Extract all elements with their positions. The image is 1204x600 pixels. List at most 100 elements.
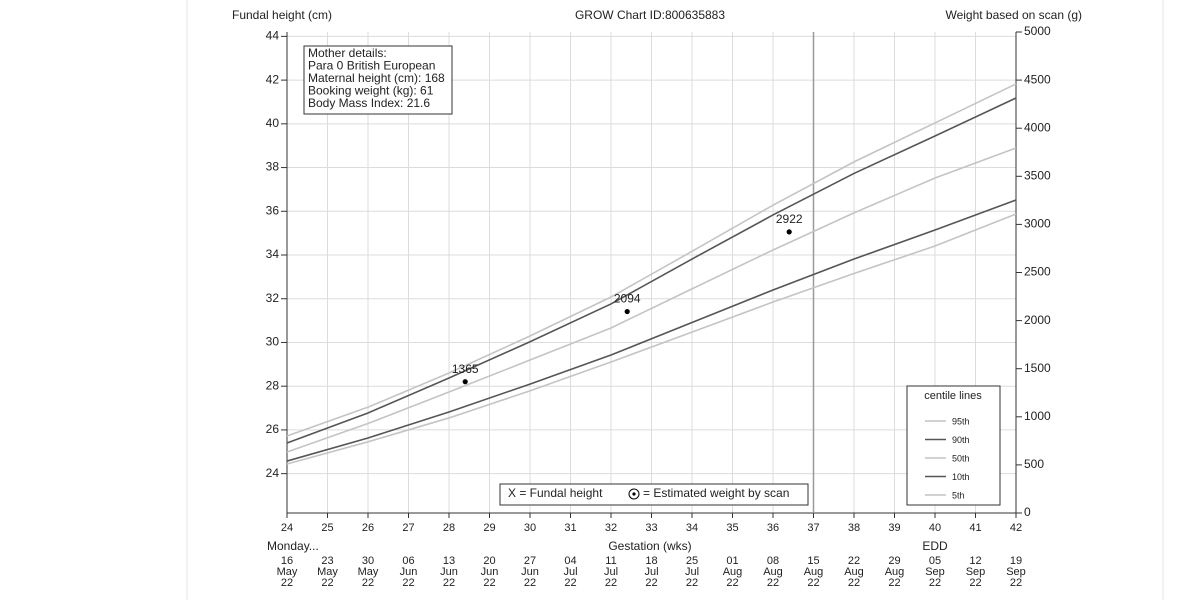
y2-tick-label: 2000 bbox=[1024, 313, 1051, 327]
centile-line bbox=[286, 97, 1017, 444]
legend-label: 95th bbox=[952, 416, 970, 426]
date-label: 22 bbox=[645, 577, 657, 589]
date-label: Jul bbox=[644, 566, 658, 578]
date-label: 12 bbox=[969, 555, 981, 567]
date-label: 19 bbox=[1010, 555, 1022, 567]
y-tick-label: 32 bbox=[266, 291, 280, 305]
y-tick-label: 36 bbox=[266, 203, 280, 217]
legend-label: 10th bbox=[952, 472, 970, 482]
scan-legend: = Estimated weight by scan bbox=[643, 486, 789, 500]
y-tick-label: 24 bbox=[266, 466, 280, 480]
x-tick-label: 33 bbox=[645, 522, 657, 534]
y2-tick-label: 4000 bbox=[1024, 120, 1051, 134]
date-label: 22 bbox=[321, 577, 333, 589]
y2-tick-label: 1500 bbox=[1024, 361, 1051, 375]
y-tick-label: 30 bbox=[266, 335, 280, 349]
legend-label: 90th bbox=[952, 435, 970, 445]
date-label: 22 bbox=[848, 555, 860, 567]
centile-line bbox=[286, 199, 1017, 462]
x-tick-label: 36 bbox=[767, 522, 779, 534]
legend-box bbox=[906, 385, 1001, 506]
centile-line bbox=[286, 83, 1017, 437]
date-label: 29 bbox=[888, 555, 900, 567]
mother-detail: Body Mass Index: 21.6 bbox=[308, 96, 430, 110]
date-label: 22 bbox=[969, 577, 981, 589]
scan-symbol bbox=[628, 488, 640, 500]
date-label: 22 bbox=[281, 577, 293, 589]
date-label: Jul bbox=[604, 566, 618, 578]
date-label: 04 bbox=[564, 555, 576, 567]
date-label: Aug bbox=[885, 566, 905, 578]
edd-label: EDD bbox=[922, 539, 948, 553]
date-label: Sep bbox=[966, 566, 986, 578]
mother-detail: Booking weight (kg): 61 bbox=[308, 84, 434, 98]
date-label: 22 bbox=[807, 577, 819, 589]
date-label: May bbox=[277, 566, 298, 578]
date-label: 13 bbox=[443, 555, 455, 567]
x-tick-label: 24 bbox=[281, 522, 293, 534]
date-label: 22 bbox=[362, 577, 374, 589]
date-label: 22 bbox=[888, 577, 900, 589]
scan-symbol bbox=[632, 492, 636, 496]
y-tick-label: 34 bbox=[266, 247, 280, 261]
x-tick-label: 25 bbox=[321, 522, 333, 534]
date-label: 16 bbox=[281, 555, 293, 567]
date-label: May bbox=[358, 566, 379, 578]
date-label: Aug bbox=[804, 566, 824, 578]
date-label: 25 bbox=[686, 555, 698, 567]
date-label: May bbox=[317, 566, 338, 578]
y-tick-label: 40 bbox=[266, 116, 280, 130]
x-tick-label: 26 bbox=[362, 522, 374, 534]
date-label: Jun bbox=[481, 566, 499, 578]
date-label: Jun bbox=[440, 566, 458, 578]
legend-title: centile lines bbox=[924, 390, 982, 402]
date-label: 22 bbox=[483, 577, 495, 589]
scan-label: 1365 bbox=[452, 362, 479, 376]
y2-tick-label: 0 bbox=[1024, 505, 1031, 519]
y-tick-label: 38 bbox=[266, 160, 280, 174]
legend-label: 5th bbox=[952, 490, 965, 500]
y2-tick-label: 5000 bbox=[1024, 24, 1051, 38]
date-label: 08 bbox=[767, 555, 779, 567]
date-label: Aug bbox=[844, 566, 864, 578]
date-label: 18 bbox=[645, 555, 657, 567]
x-tick-label: 40 bbox=[929, 522, 941, 534]
y-tick-label: 44 bbox=[266, 29, 280, 43]
date-label: 23 bbox=[321, 555, 333, 567]
date-label: 27 bbox=[524, 555, 536, 567]
date-label: 22 bbox=[564, 577, 576, 589]
date-label: 22 bbox=[767, 577, 779, 589]
date-label: 22 bbox=[443, 577, 455, 589]
x-tick-label: 27 bbox=[402, 522, 414, 534]
x-tick-label: 31 bbox=[564, 522, 576, 534]
fundal-legend: X = Fundal height bbox=[508, 486, 603, 500]
date-label: 22 bbox=[524, 577, 536, 589]
centile-line bbox=[286, 213, 1017, 465]
y2-tick-label: 4500 bbox=[1024, 72, 1051, 86]
date-label: Jun bbox=[400, 566, 418, 578]
date-label: 22 bbox=[848, 577, 860, 589]
date-label: Jun bbox=[521, 566, 539, 578]
y2-tick-label: 2500 bbox=[1024, 265, 1051, 279]
x-tick-label: 30 bbox=[524, 522, 536, 534]
x-tick-label: 35 bbox=[726, 522, 738, 534]
y2-tick-label: 3000 bbox=[1024, 217, 1051, 231]
date-label: 06 bbox=[402, 555, 414, 567]
y2-tick-label: 500 bbox=[1024, 457, 1044, 471]
scan-point bbox=[786, 229, 792, 235]
y-tick-label: 42 bbox=[266, 72, 280, 86]
mother-details-box bbox=[303, 45, 453, 115]
date-label: 05 bbox=[929, 555, 941, 567]
x-axis-label: Gestation (wks) bbox=[608, 539, 691, 553]
chart-title: GROW Chart ID:800635883 bbox=[575, 8, 725, 22]
date-label: 22 bbox=[605, 577, 617, 589]
x-tick-label: 37 bbox=[807, 522, 819, 534]
date-caption: Monday... bbox=[267, 539, 319, 553]
x-tick-label: 34 bbox=[686, 522, 698, 534]
legend-label: 50th bbox=[952, 453, 970, 463]
mother-detail: Mother details: bbox=[308, 46, 387, 60]
x-tick-label: 29 bbox=[483, 522, 495, 534]
date-label: 20 bbox=[483, 555, 495, 567]
x-tick-label: 32 bbox=[605, 522, 617, 534]
